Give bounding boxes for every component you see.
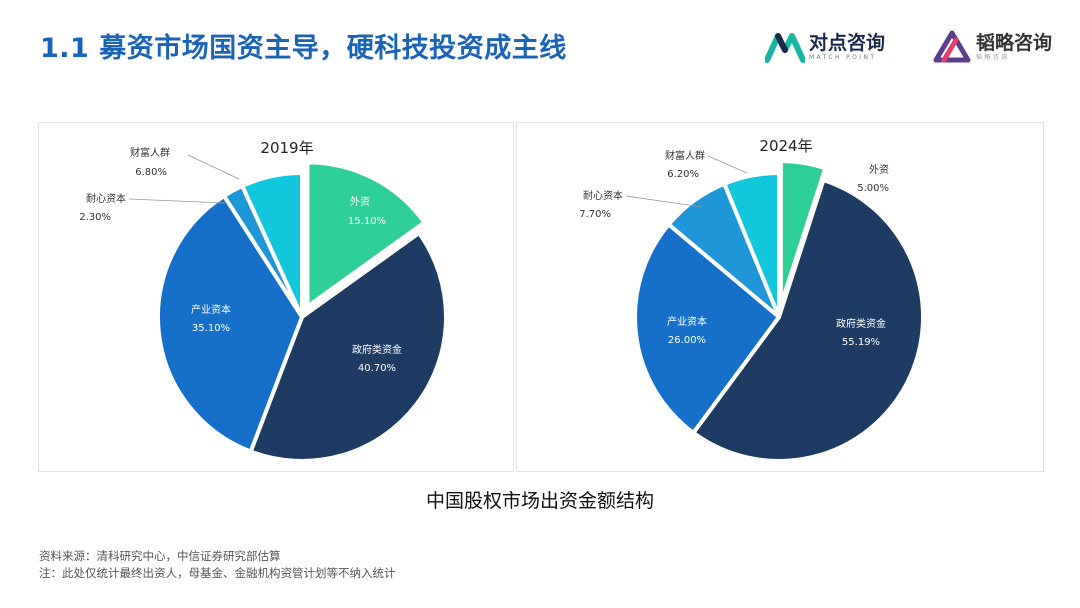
duidian-logo-sub: MATCH POINT: [809, 54, 877, 61]
taolue-logo-mark: [933, 30, 971, 63]
pie-slice-wealthy-individuals: [722, 171, 781, 319]
duidian-logo-name: 对点咨询: [809, 32, 886, 54]
slice-value-wealthy-individuals: 6.20%: [667, 169, 699, 180]
slice-value-wealthy-individuals: 6.80%: [135, 167, 167, 178]
pie-slice-wealthy-individuals: [240, 171, 304, 319]
slice-value-industrial-capital: 35.10%: [192, 323, 230, 334]
slice-label-wealthy-individuals: 财富人群: [665, 149, 705, 162]
duidian-logo-mark: [765, 33, 805, 63]
chart-title: 2019年: [260, 139, 313, 157]
leader-line-patient-capital: [625, 195, 703, 208]
pie-slice-foreign-capital: [778, 159, 828, 308]
slice-label-patient-capital: 耐心资本: [583, 189, 623, 202]
slice-label-wealthy-individuals: 财富人群: [130, 146, 170, 159]
duidian-logo: 对点咨询 MATCH POINT: [765, 30, 885, 64]
slice-label-government-funds: 政府类资金: [836, 317, 886, 330]
pie-slice-foreign-capital: [305, 160, 427, 309]
leader-line-wealthy-individuals: [707, 155, 748, 174]
chart-caption: 中国股权市场出资金额结构: [425, 490, 654, 512]
slice-value-government-funds: 40.70%: [358, 363, 396, 374]
slice-value-patient-capital: 2.30%: [79, 212, 111, 223]
leader-line-wealthy-individuals: [187, 154, 240, 180]
taolue-logo-sub: 韬略咨询: [976, 54, 1010, 61]
chart-panel-2024: 2024年外资 5.00% 政府类资金 55.19% 产业资本 26.00% 耐心资本 7.7…: [516, 122, 1044, 472]
slice-label-government-funds: 政府类资金: [352, 343, 402, 356]
slice-value-industrial-capital: 26.00%: [668, 335, 706, 346]
slice-label-foreign-capital: 外资: [869, 164, 889, 176]
slice-label-patient-capital: 耐心资本: [86, 192, 126, 205]
slice-label-industrial-capital: 产业资本: [667, 315, 707, 328]
taolue-logo: 韬略咨询 韬略咨询: [932, 30, 1052, 64]
pie-slice-government-funds: [248, 231, 448, 463]
scope-note: 注：此处仅统计最终出资人，母基金、金融机构资管计划等不纳入统计: [39, 566, 396, 580]
slice-value-patient-capital: 7.70%: [579, 209, 611, 220]
slice-value-government-funds: 55.19%: [842, 337, 880, 348]
slice-value-foreign-capital: 5.00%: [857, 183, 889, 194]
slice-value-foreign-capital: 15.10%: [348, 216, 386, 227]
pie-slice-government-funds: [691, 178, 926, 463]
source-note: 资料来源：清科研究中心，中信证券研究部估算: [39, 549, 281, 563]
leader-line-patient-capital: [128, 198, 226, 204]
page-title: 1.1 募资市场国资主导，硬科技投资成主线: [40, 33, 567, 64]
slice-label-industrial-capital: 产业资本: [191, 303, 231, 316]
chart-panel-2019: 2019年外资 15.10% 政府类资金 40.70% 产业资本 35.10% 耐心资本 2.…: [38, 122, 514, 472]
chart-title: 2024年: [759, 137, 812, 155]
pie-slice-industrial-capital: [633, 222, 781, 435]
taolue-logo-name: 韬略咨询: [976, 32, 1053, 54]
slice-label-foreign-capital: 外资: [350, 196, 370, 208]
pie-slice-industrial-capital: [156, 193, 304, 454]
